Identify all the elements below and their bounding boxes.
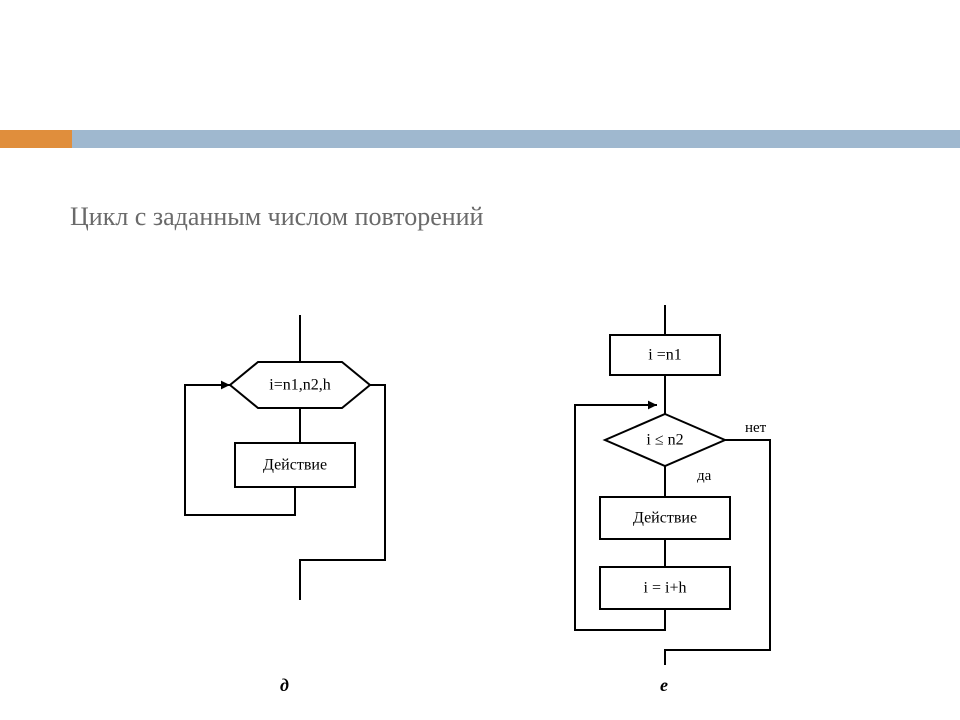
caption-right: е xyxy=(660,675,668,696)
flowchart-left: i=n1,n2,h Действие xyxy=(160,310,420,630)
svg-text:i =n1: i =n1 xyxy=(648,347,681,364)
svg-text:Действие: Действие xyxy=(263,457,327,474)
svg-text:да: да xyxy=(697,468,712,484)
page-title: Цикл с заданным числом повторений xyxy=(70,202,483,232)
flowchart-right: i =n1 i ≤ n2 Действие i = i+h нет да xyxy=(555,300,835,670)
svg-text:i ≤ n2: i ≤ n2 xyxy=(646,432,683,449)
diagram-area: i=n1,n2,hДействие i =n1i ≤ n2Действиеi =… xyxy=(0,300,960,700)
svg-text:i = i+h: i = i+h xyxy=(644,580,687,597)
header-main-bar xyxy=(72,130,960,148)
header-bar xyxy=(0,130,960,148)
header-accent xyxy=(0,130,72,148)
caption-left: д xyxy=(280,675,289,696)
svg-text:i=n1,n2,h: i=n1,n2,h xyxy=(269,377,330,394)
svg-text:Действие: Действие xyxy=(633,510,697,527)
svg-text:нет: нет xyxy=(745,420,767,436)
